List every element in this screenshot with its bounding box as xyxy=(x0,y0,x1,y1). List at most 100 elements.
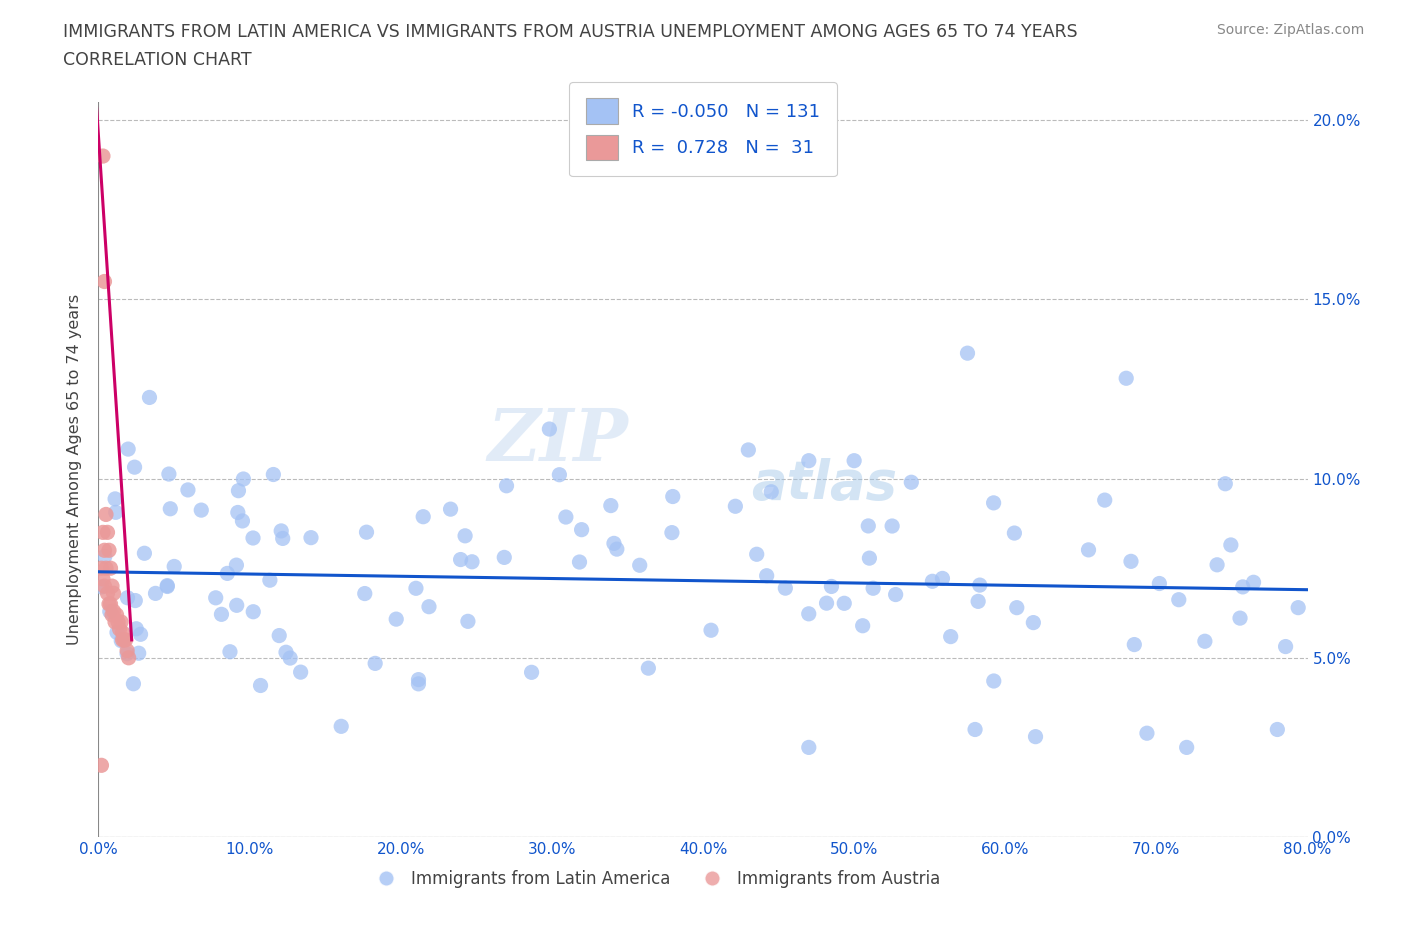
Point xyxy=(1194,634,1216,649)
Point xyxy=(755,568,778,583)
Point xyxy=(554,510,576,525)
Point xyxy=(96,586,118,601)
Point xyxy=(408,672,430,687)
Point xyxy=(104,615,127,630)
Legend: Immigrants from Latin America, Immigrants from Austria: Immigrants from Latin America, Immigrant… xyxy=(363,863,946,895)
Point xyxy=(177,483,200,498)
Point xyxy=(967,594,990,609)
Point xyxy=(232,472,254,486)
Point xyxy=(104,505,127,520)
Point xyxy=(249,678,271,693)
Point xyxy=(628,558,651,573)
Point xyxy=(156,578,179,593)
Point xyxy=(111,625,134,640)
Point xyxy=(661,489,683,504)
Text: CORRELATION CHART: CORRELATION CHART xyxy=(63,51,252,69)
Point xyxy=(110,615,132,630)
Point xyxy=(353,586,375,601)
Point xyxy=(606,541,628,556)
Point xyxy=(270,524,292,538)
Point xyxy=(91,525,114,539)
Point xyxy=(494,550,516,565)
Point xyxy=(114,632,136,647)
Point xyxy=(815,596,838,611)
Point xyxy=(217,566,239,581)
Point xyxy=(599,498,621,513)
Point xyxy=(1243,575,1265,590)
Point xyxy=(1229,611,1251,626)
Point xyxy=(1022,615,1045,630)
Point xyxy=(271,531,294,546)
Point xyxy=(745,547,768,562)
Point xyxy=(124,593,146,608)
Point xyxy=(931,571,953,586)
Point xyxy=(1094,493,1116,508)
Point xyxy=(775,580,797,595)
Point xyxy=(983,496,1005,511)
Point xyxy=(1206,557,1229,572)
Point xyxy=(1005,600,1028,615)
Point xyxy=(983,673,1005,688)
Point xyxy=(98,597,121,612)
Point xyxy=(1267,722,1289,737)
Point xyxy=(93,578,115,593)
Point xyxy=(259,573,281,588)
Point xyxy=(412,510,434,525)
Point xyxy=(204,591,226,605)
Point xyxy=(156,579,179,594)
Point xyxy=(138,390,160,405)
Point xyxy=(637,660,659,675)
Point xyxy=(884,587,907,602)
Point xyxy=(548,467,571,482)
Point xyxy=(939,630,962,644)
Point xyxy=(454,528,477,543)
Point xyxy=(98,543,121,558)
Point xyxy=(128,645,150,660)
Text: atlas: atlas xyxy=(751,458,897,511)
Point xyxy=(110,633,132,648)
Point xyxy=(457,614,479,629)
Point xyxy=(108,621,131,636)
Point xyxy=(134,546,156,561)
Point xyxy=(797,606,820,621)
Point xyxy=(93,543,115,558)
Point xyxy=(124,459,146,474)
Point xyxy=(1149,576,1171,591)
Text: ZIP: ZIP xyxy=(488,405,628,476)
Point xyxy=(94,507,117,522)
Point xyxy=(274,644,297,659)
Text: Source: ZipAtlas.com: Source: ZipAtlas.com xyxy=(1216,23,1364,37)
Point xyxy=(862,581,884,596)
Point xyxy=(105,607,128,622)
Point xyxy=(94,549,117,564)
Point xyxy=(364,656,387,671)
Text: IMMIGRANTS FROM LATIN AMERICA VS IMMIGRANTS FROM AUSTRIA UNEMPLOYMENT AMONG AGES: IMMIGRANTS FROM LATIN AMERICA VS IMMIGRA… xyxy=(63,23,1078,41)
Point xyxy=(1286,600,1309,615)
Point xyxy=(104,491,127,506)
Point xyxy=(1213,476,1236,491)
Point xyxy=(568,554,591,569)
Point xyxy=(1119,554,1142,569)
Point xyxy=(103,604,125,618)
Point xyxy=(93,274,115,289)
Point xyxy=(330,719,353,734)
Point xyxy=(832,596,855,611)
Point xyxy=(1274,639,1296,654)
Point xyxy=(100,561,122,576)
Point xyxy=(103,586,125,601)
Point xyxy=(724,498,747,513)
Point xyxy=(96,525,118,539)
Point xyxy=(661,525,683,540)
Point xyxy=(262,467,284,482)
Y-axis label: Unemployment Among Ages 65 to 74 years: Unemployment Among Ages 65 to 74 years xyxy=(67,294,83,645)
Point xyxy=(761,485,783,499)
Point xyxy=(91,149,114,164)
Point xyxy=(571,523,593,538)
Point xyxy=(242,530,264,545)
Point xyxy=(956,346,979,361)
Point xyxy=(157,467,180,482)
Point xyxy=(882,519,904,534)
Point xyxy=(1123,637,1146,652)
Point xyxy=(1024,729,1046,744)
Point xyxy=(737,443,759,458)
